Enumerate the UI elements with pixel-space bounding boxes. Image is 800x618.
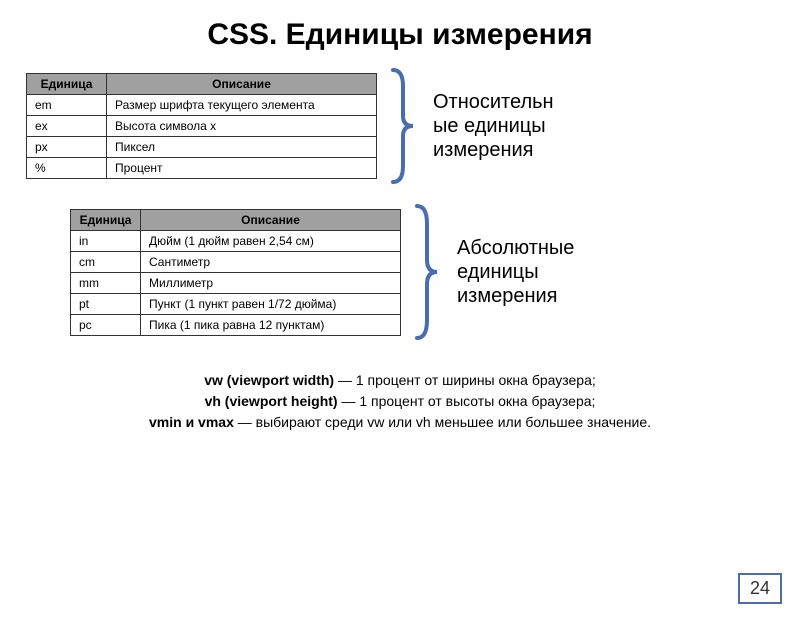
absolute-units-table: Единица Описание in Дюйм (1 дюйм равен 2… xyxy=(70,209,401,336)
absolute-units-section: Единица Описание in Дюйм (1 дюйм равен 2… xyxy=(0,202,800,342)
table-cell: % xyxy=(27,158,107,179)
table-cell: px xyxy=(27,137,107,158)
footer-definitions: vw (viewport width) — 1 процент от ширин… xyxy=(0,370,800,433)
table-cell: Размер шрифта текущего элемента xyxy=(107,95,377,116)
absolute-label: Абсолютные единицы измерения xyxy=(457,236,574,308)
table-cell: Пика (1 пика равна 12 пунктам) xyxy=(141,314,401,335)
table-row: ex Высота символа x xyxy=(27,116,377,137)
vh-term: vh (viewport height) xyxy=(205,393,338,409)
absolute-units-table-container: Единица Описание in Дюйм (1 дюйм равен 2… xyxy=(0,209,401,336)
label-line: измерения xyxy=(457,285,558,307)
label-line: измерения xyxy=(433,139,534,161)
absolute-bracket-group: Абсолютные единицы измерения xyxy=(413,202,574,342)
slide-title: CSS. Единицы измерения xyxy=(0,18,800,52)
table-cell: Миллиметр xyxy=(141,272,401,293)
vh-desc: — 1 процент от высоты окна браузера; xyxy=(338,393,596,409)
label-line: Абсолютные xyxy=(457,237,574,259)
vmin-desc: — выбирают среди vw или vh меньшее или б… xyxy=(234,414,651,430)
table2-header-desc: Описание xyxy=(141,209,401,230)
relative-units-table-container: Единица Описание em Размер шрифта текуще… xyxy=(0,73,377,179)
relative-units-table: Единица Описание em Размер шрифта текуще… xyxy=(26,73,377,179)
label-line: Относительн xyxy=(433,91,554,113)
table-cell: ex xyxy=(27,116,107,137)
table-row: pc Пика (1 пика равна 12 пунктам) xyxy=(71,314,401,335)
table-row: cm Сантиметр xyxy=(71,251,401,272)
vw-term: vw (viewport width) xyxy=(204,372,334,388)
table-cell: cm xyxy=(71,251,141,272)
relative-label: Относительн ые единицы измерения xyxy=(433,90,554,162)
vw-desc: — 1 процент от ширины окна браузера; xyxy=(334,372,596,388)
table-cell: Пиксел xyxy=(107,137,377,158)
table-cell: Пункт (1 пункт равен 1/72 дюйма) xyxy=(141,293,401,314)
table1-header-desc: Описание xyxy=(107,74,377,95)
table-cell: em xyxy=(27,95,107,116)
table-row: in Дюйм (1 дюйм равен 2,54 см) xyxy=(71,230,401,251)
table-cell: Сантиметр xyxy=(141,251,401,272)
bracket-icon xyxy=(389,66,417,186)
table-cell: in xyxy=(71,230,141,251)
table-cell: pt xyxy=(71,293,141,314)
table-row: em Размер шрифта текущего элемента xyxy=(27,95,377,116)
table2-header-unit: Единица xyxy=(71,209,141,230)
page-number-badge: 24 xyxy=(738,573,782,604)
label-line: единицы xyxy=(457,261,539,283)
label-line: ые единицы xyxy=(433,115,546,137)
table-row: px Пиксел xyxy=(27,137,377,158)
table-cell: Дюйм (1 дюйм равен 2,54 см) xyxy=(141,230,401,251)
table-row: pt Пункт (1 пункт равен 1/72 дюйма) xyxy=(71,293,401,314)
table-cell: mm xyxy=(71,272,141,293)
relative-units-section: Единица Описание em Размер шрифта текуще… xyxy=(0,66,800,186)
table1-header-unit: Единица xyxy=(27,74,107,95)
table-cell: pc xyxy=(71,314,141,335)
vmin-term: vmin и vmax xyxy=(149,414,234,430)
table-row: % Процент xyxy=(27,158,377,179)
table-cell: Процент xyxy=(107,158,377,179)
relative-bracket-group: Относительн ые единицы измерения xyxy=(389,66,554,186)
table-cell: Высота символа x xyxy=(107,116,377,137)
bracket-icon xyxy=(413,202,441,342)
table-row: mm Миллиметр xyxy=(71,272,401,293)
